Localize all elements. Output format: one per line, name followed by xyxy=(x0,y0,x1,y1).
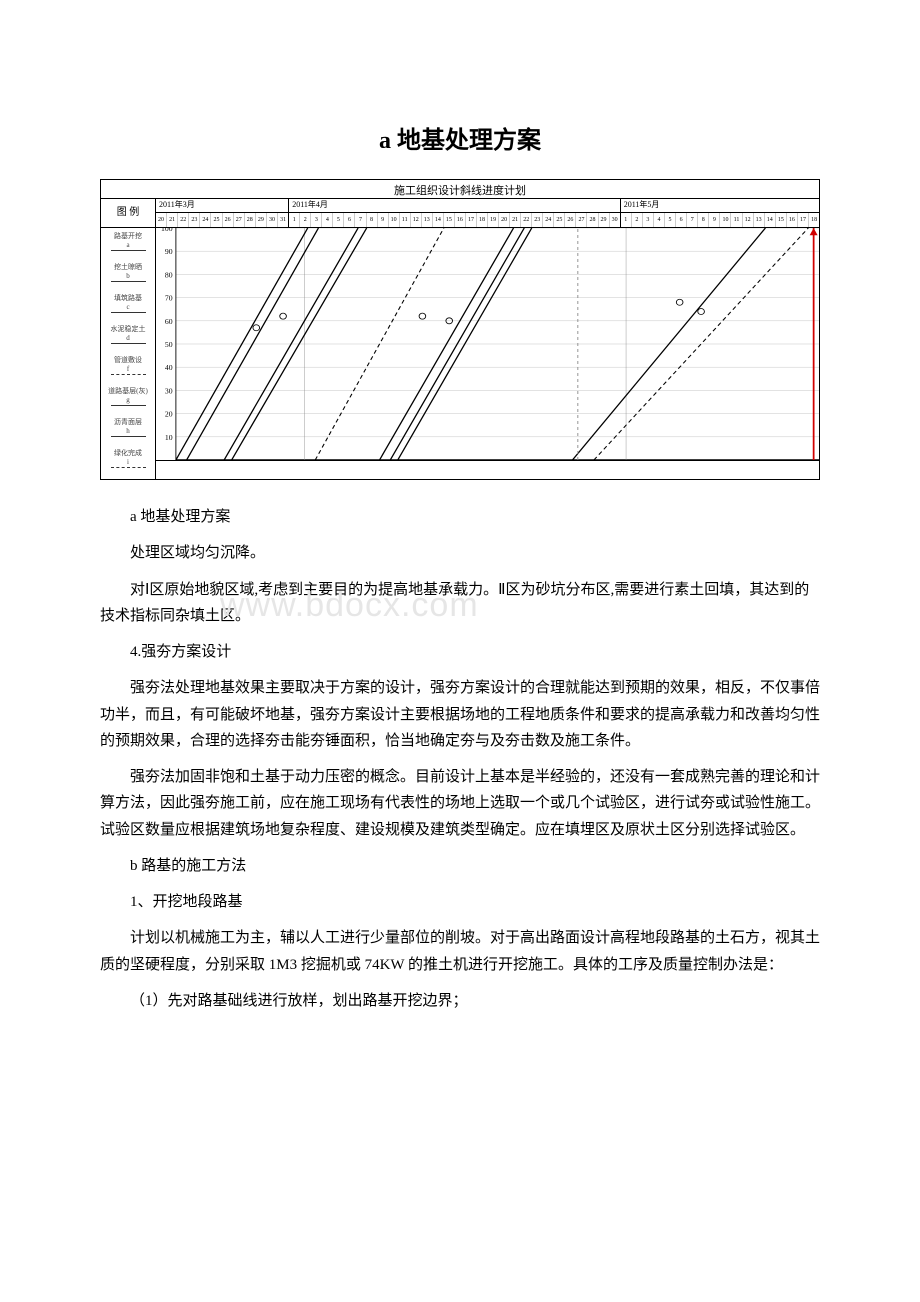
legend-header: 图 例 xyxy=(101,199,155,228)
legend-item: 填筑路基c xyxy=(103,294,153,318)
svg-text:60: 60 xyxy=(165,317,173,326)
svg-text:80: 80 xyxy=(165,271,173,280)
svg-text:20: 20 xyxy=(165,410,173,419)
legend-item: 绿化完成i xyxy=(103,449,153,473)
legend-item: 道路基层(灰)g xyxy=(103,387,153,411)
chart-title: 施工组织设计斜线进度计划 xyxy=(101,180,819,199)
paragraph: b 路基的施工方法 xyxy=(100,853,820,879)
page-title: a 地基处理方案 xyxy=(100,120,820,155)
svg-text:90: 90 xyxy=(165,248,173,257)
chart-plot-area: 10 20 30 40 50 60 70 80 90 100 xyxy=(156,228,819,460)
gantt-chart: 施工组织设计斜线进度计划 图 例 路基开挖a 挖土晾晒b 填筑路基c 水泥稳定土d 管道… xyxy=(100,179,820,480)
paragraph: 计划以机械施工为主，辅以人工进行少量部位的削坡。对于高出路面设计高程地段路基的土… xyxy=(100,925,820,978)
legend-item: 水泥稳定土d xyxy=(103,325,153,349)
legend-item: 挖土晾晒b xyxy=(103,263,153,287)
paragraph: 1、开挖地段路基 xyxy=(100,889,820,915)
svg-text:70: 70 xyxy=(165,294,173,303)
svg-text:100: 100 xyxy=(161,228,173,233)
paragraph: 4.强夯方案设计 xyxy=(100,639,820,665)
svg-text:40: 40 xyxy=(165,364,173,373)
chart-bottom-strip xyxy=(156,460,819,479)
chart-date-axis: 2011年3月2021222324252627282930312011年4月12… xyxy=(156,199,819,228)
paragraph: 强夯法加固非饱和土基于动力压密的概念。目前设计上基本是半经验的，还没有一套成熟完… xyxy=(100,764,820,843)
legend-item: 沥青面层h xyxy=(103,418,153,442)
paragraph: 强夯法处理地基效果主要取决于方案的设计，强夯方案设计的合理就能达到预期的效果，相… xyxy=(100,675,820,754)
svg-text:30: 30 xyxy=(165,387,173,396)
legend-item: 路基开挖a xyxy=(103,232,153,256)
chart-legend: 图 例 路基开挖a 挖土晾晒b 填筑路基c 水泥稳定土d 管道敷设f 道路基层(灰)g 沥青… xyxy=(101,199,156,479)
svg-text:10: 10 xyxy=(165,433,173,442)
legend-item: 管道敷设f xyxy=(103,356,153,380)
paragraph: a 地基处理方案 xyxy=(100,504,820,530)
paragraph: （1）先对路基础线进行放样，划出路基开挖边界； xyxy=(100,988,820,1014)
paragraph: 处理区域均匀沉降。 xyxy=(100,540,820,566)
paragraph: 对Ⅰ区原始地貌区域,考虑到主要目的为提高地基承载力。Ⅱ区为砂坑分布区,需要进行素… xyxy=(100,577,820,630)
svg-text:50: 50 xyxy=(165,340,173,349)
